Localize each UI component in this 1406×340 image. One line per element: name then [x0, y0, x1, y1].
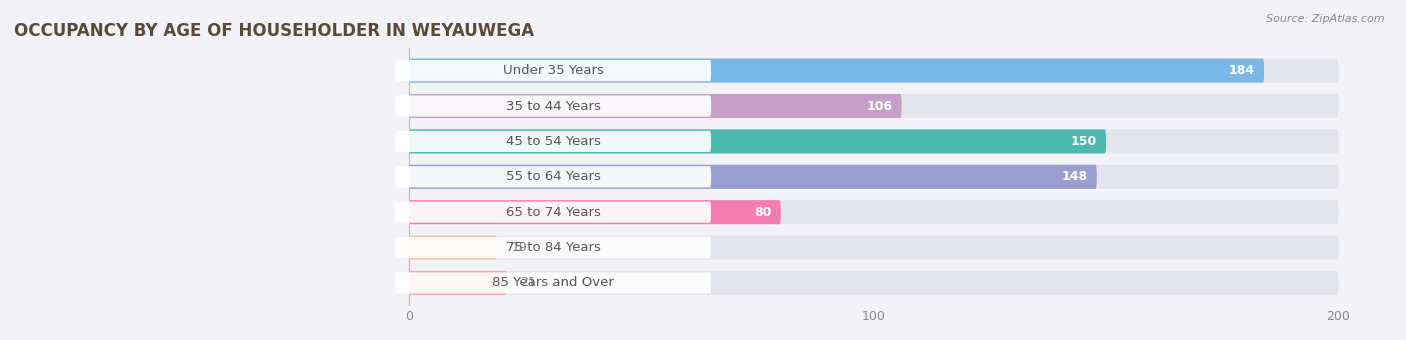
FancyBboxPatch shape [395, 131, 711, 152]
FancyBboxPatch shape [395, 166, 711, 187]
Text: 184: 184 [1229, 64, 1254, 77]
Text: 65 to 74 Years: 65 to 74 Years [506, 206, 600, 219]
FancyBboxPatch shape [409, 236, 498, 260]
FancyBboxPatch shape [395, 60, 711, 81]
FancyBboxPatch shape [409, 58, 1264, 83]
Text: 106: 106 [866, 100, 893, 113]
Text: 85 Years and Over: 85 Years and Over [492, 276, 614, 289]
Text: 148: 148 [1062, 170, 1087, 183]
Text: 21: 21 [520, 276, 536, 289]
FancyBboxPatch shape [409, 165, 1097, 189]
FancyBboxPatch shape [395, 237, 711, 258]
Text: 35 to 44 Years: 35 to 44 Years [506, 100, 600, 113]
FancyBboxPatch shape [409, 200, 780, 224]
Text: OCCUPANCY BY AGE OF HOUSEHOLDER IN WEYAUWEGA: OCCUPANCY BY AGE OF HOUSEHOLDER IN WEYAU… [14, 22, 534, 40]
FancyBboxPatch shape [409, 58, 1339, 83]
Text: 55 to 64 Years: 55 to 64 Years [506, 170, 600, 183]
Text: 150: 150 [1070, 135, 1097, 148]
Text: 45 to 54 Years: 45 to 54 Years [506, 135, 600, 148]
Text: Under 35 Years: Under 35 Years [503, 64, 603, 77]
FancyBboxPatch shape [409, 271, 506, 295]
FancyBboxPatch shape [395, 272, 711, 293]
FancyBboxPatch shape [409, 129, 1339, 153]
FancyBboxPatch shape [409, 271, 1339, 295]
FancyBboxPatch shape [409, 200, 1339, 224]
FancyBboxPatch shape [409, 165, 1339, 189]
FancyBboxPatch shape [395, 202, 711, 223]
FancyBboxPatch shape [409, 236, 1339, 260]
Text: Source: ZipAtlas.com: Source: ZipAtlas.com [1267, 14, 1385, 23]
FancyBboxPatch shape [409, 129, 1107, 153]
Text: 19: 19 [512, 241, 527, 254]
FancyBboxPatch shape [395, 96, 711, 117]
FancyBboxPatch shape [409, 94, 1339, 118]
FancyBboxPatch shape [409, 94, 901, 118]
Text: 80: 80 [754, 206, 772, 219]
Text: 75 to 84 Years: 75 to 84 Years [506, 241, 600, 254]
